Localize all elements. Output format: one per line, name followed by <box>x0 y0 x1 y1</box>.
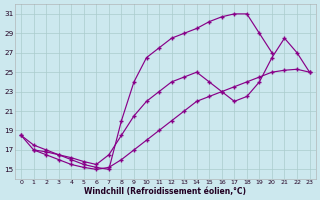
X-axis label: Windchill (Refroidissement éolien,°C): Windchill (Refroidissement éolien,°C) <box>84 187 246 196</box>
